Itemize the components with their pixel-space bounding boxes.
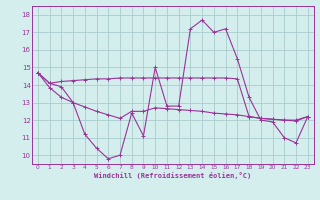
X-axis label: Windchill (Refroidissement éolien,°C): Windchill (Refroidissement éolien,°C) xyxy=(94,172,252,179)
